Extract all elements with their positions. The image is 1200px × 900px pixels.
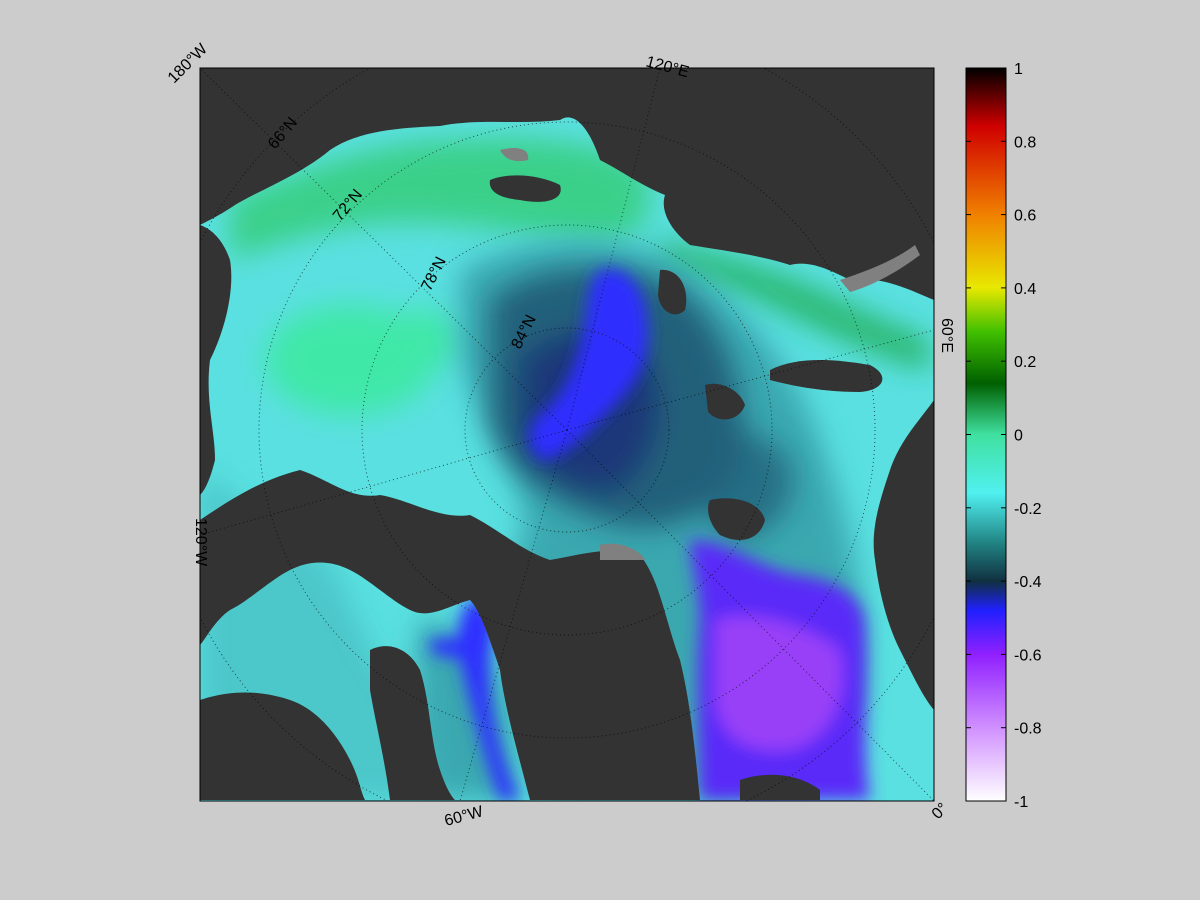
colorbar-ticks: 1 0.8 0.6 0.4 0.2 0 -0.2 -0.4 -0.6 -0.8 -1 [966,61,1042,811]
graticule-72N [258,121,876,739]
colorbar-tick-label: -0.4 [1014,574,1042,591]
shelf-green-band [230,138,930,415]
offdomain-patches [500,148,920,560]
landmass-scandinavia [873,400,934,710]
colorbar-tick-label: -1 [1014,794,1028,811]
island-novaya-zemlya [770,360,883,392]
meridian-0 [566,429,934,801]
colorbar: 1 0.8 0.6 0.4 0.2 0 -0.2 -0.4 -0.6 -0.8 -1 [965,61,1042,811]
landmass-siberia [200,68,934,300]
graticule-78N [361,224,773,636]
lon-label-120W: 120°W [192,518,209,567]
landmass-canada-greenland [200,470,700,800]
landmass-iceland [740,774,820,800]
meridian-60E [566,329,934,431]
colorbar-gradient [966,68,1006,801]
island-franz-josef [705,383,745,420]
landmass-baffin-east [370,646,455,800]
colorbar-tick-label: 0 [1014,428,1023,445]
island-svalbard [708,498,765,540]
colorbar-tick-label: 0.8 [1014,134,1036,151]
graticule [200,68,934,801]
map-panel: 84°N 78°N 72°N 66°N [200,68,934,801]
land [200,68,934,800]
graticule-84N [464,327,670,533]
lon-label-60W: 60°W [443,803,486,830]
colorbar-tick-label: -0.8 [1014,721,1042,738]
colorbar-tick-label: 1 [1014,61,1023,78]
meridian-60W [459,429,568,801]
colorbar-tick-label: 0.2 [1014,354,1036,371]
purple-region [690,540,870,800]
colorbar-tick-label: 0.6 [1014,208,1036,225]
landmass-alaska [200,225,232,495]
lon-label-60E: 60°E [938,318,955,353]
island-new-siberian [489,175,561,202]
colorbar-tick-label: -0.2 [1014,501,1042,518]
colorbar-tick-label: 0.4 [1014,281,1036,298]
landmass-baffin [200,692,365,800]
lon-label-0: 0° [929,800,952,823]
island-severnaya [658,269,687,315]
map-frame [199,67,935,802]
colorbar-tick-label: -0.6 [1014,647,1042,664]
